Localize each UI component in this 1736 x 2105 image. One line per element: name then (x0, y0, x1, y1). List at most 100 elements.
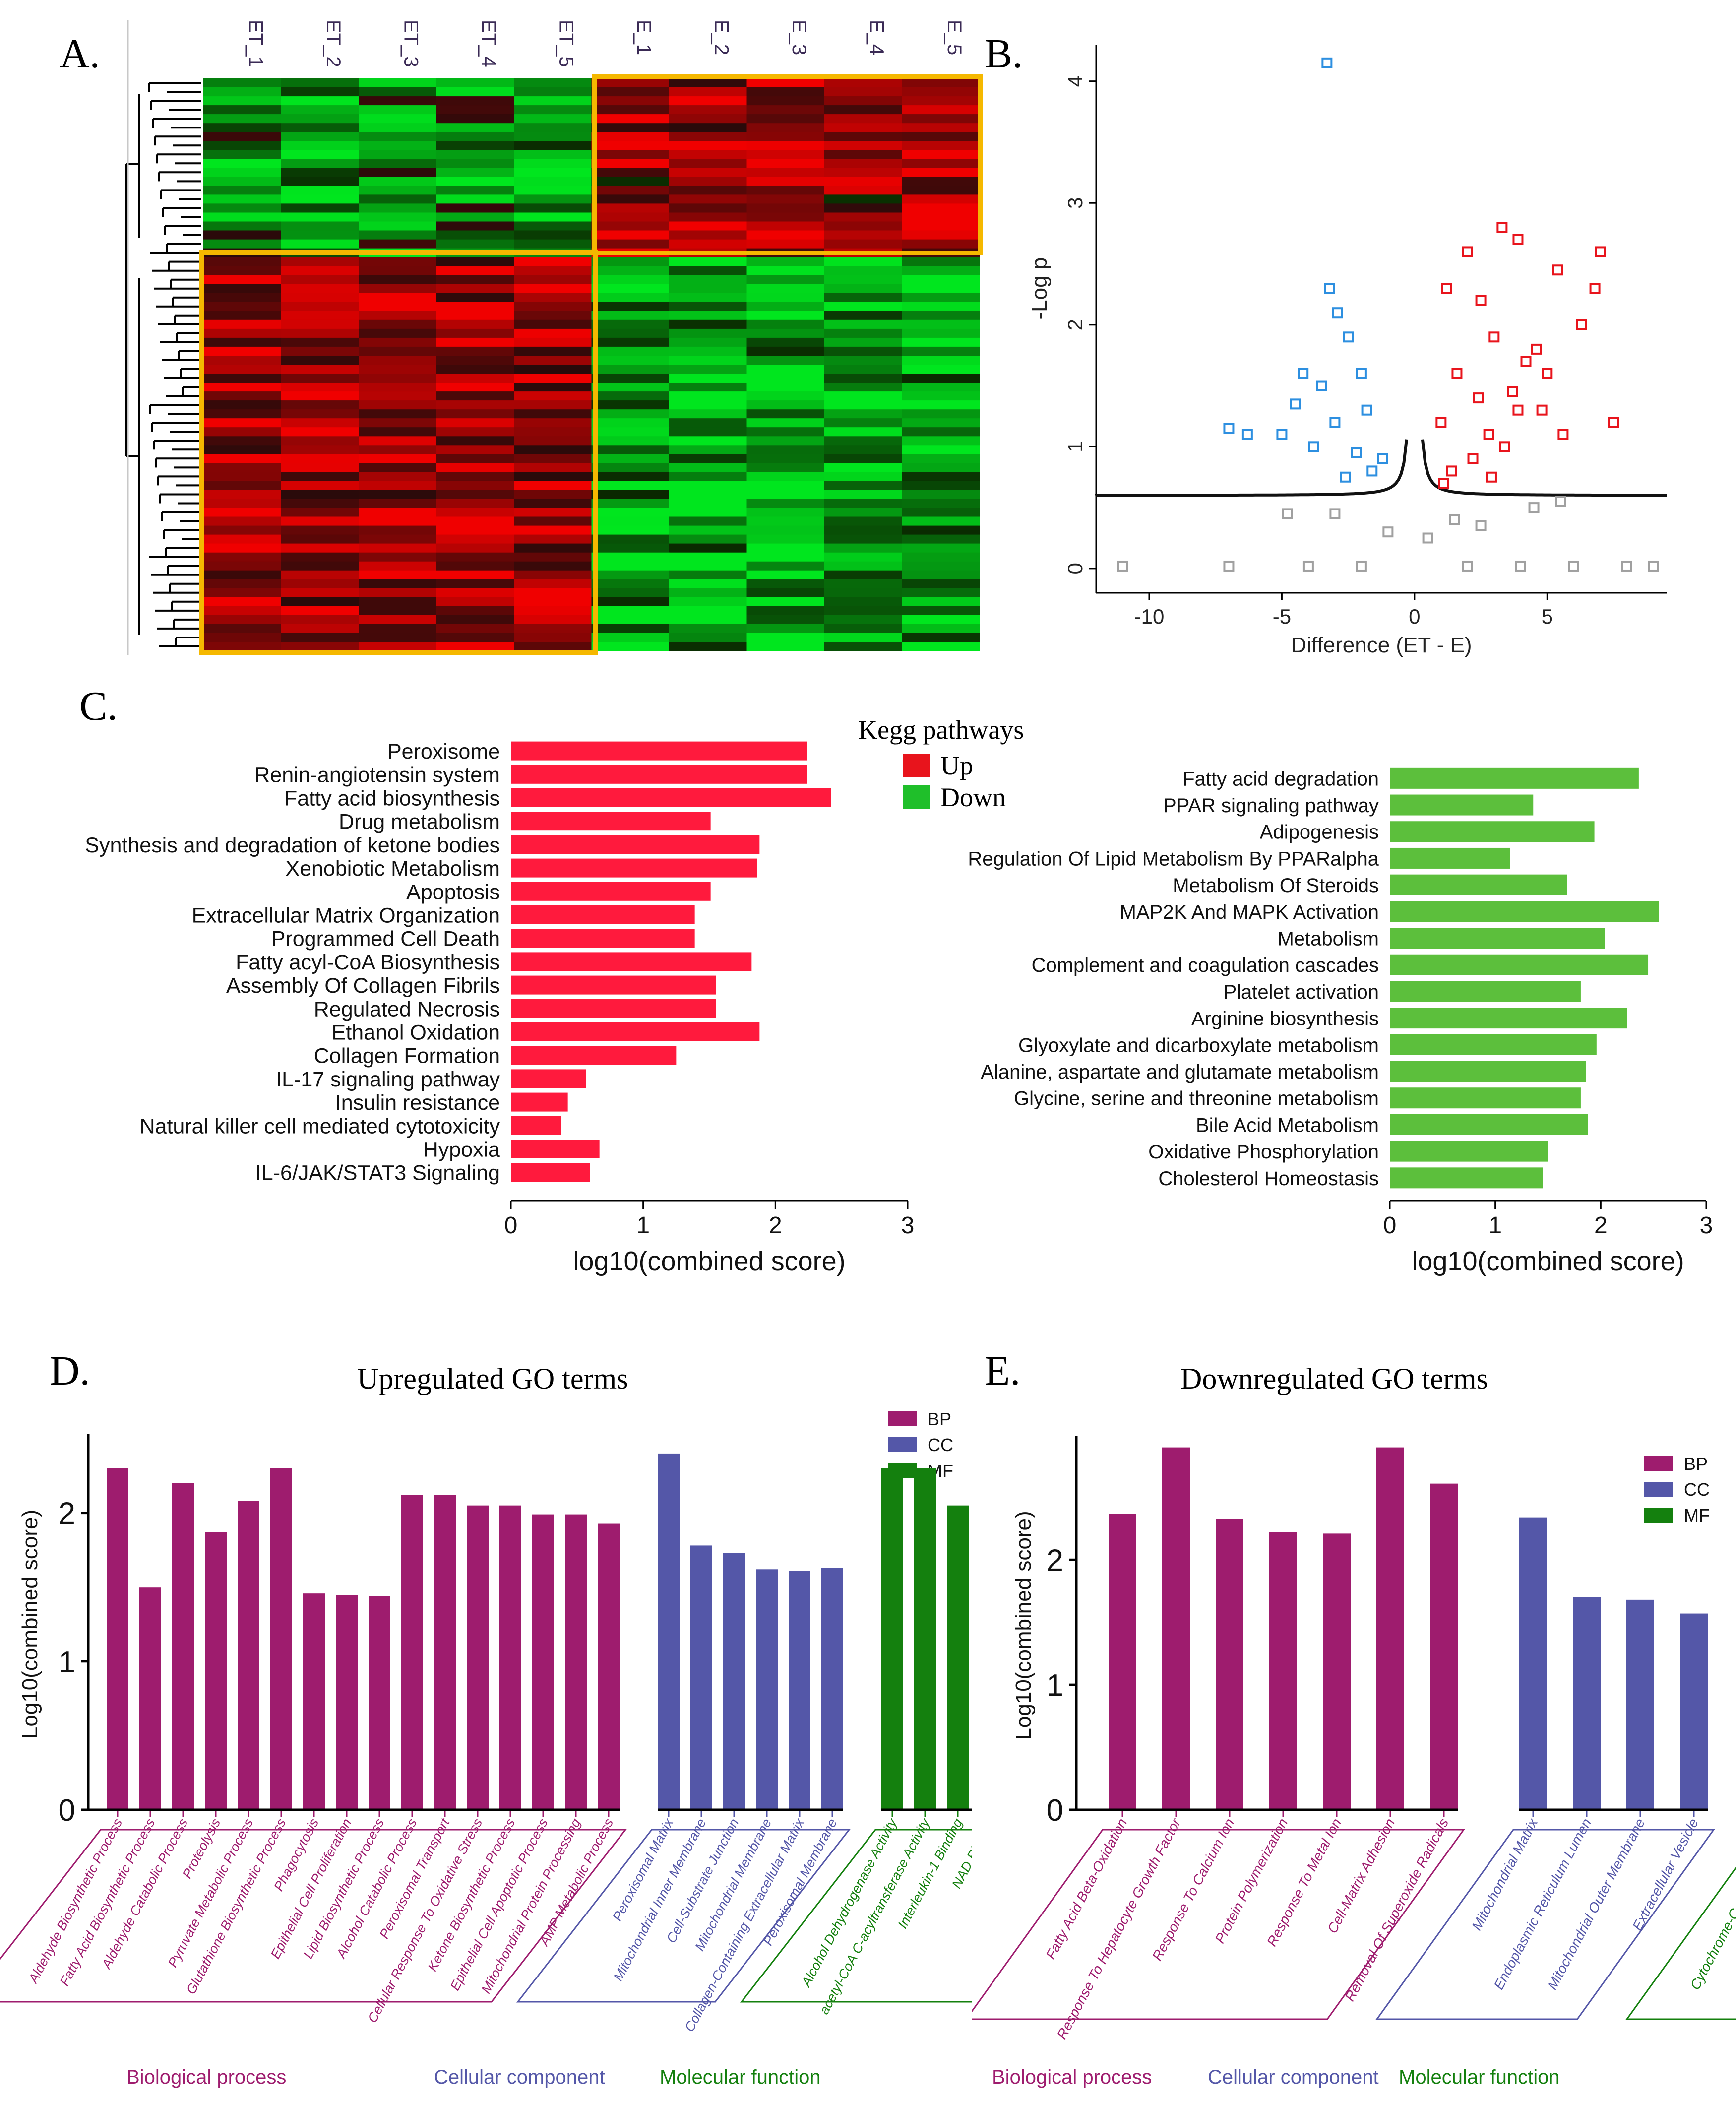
volcano-point-down (1308, 441, 1319, 452)
go-legend-label: CC (1684, 1479, 1710, 1500)
kegg-x-label: log10(combined score) (1412, 1246, 1684, 1276)
heatmap-cell (824, 436, 903, 446)
heatmap-cell (436, 427, 514, 437)
heatmap-cell (902, 257, 980, 267)
go-category-label: Peroxisomal Matrix (610, 1815, 677, 1923)
go-bar (723, 1553, 745, 1810)
heatmap-cell (514, 186, 592, 195)
heatmap-cell (359, 203, 437, 213)
heatmap-cell (824, 418, 903, 428)
heatmap-cell (669, 284, 747, 294)
heatmap-cell (591, 642, 670, 651)
heatmap-cell (591, 284, 670, 294)
heatmap-cell (436, 221, 514, 231)
volcano-point-up (1446, 465, 1457, 477)
heatmap-cell (824, 516, 903, 526)
heatmap-cell (824, 114, 903, 124)
heatmap-cell (281, 346, 359, 356)
volcano-point-not_significant (1555, 496, 1566, 507)
heatmap-cell (436, 159, 514, 168)
heatmap-cell (824, 96, 903, 106)
heatmap-cell (281, 508, 359, 517)
heatmap-cell (746, 463, 825, 472)
heatmap-cell (746, 445, 825, 454)
heatmap-cell (203, 543, 282, 553)
heatmap-cell (514, 400, 592, 410)
go-y-label: Log10(combined score) (18, 1510, 42, 1739)
heatmap-cell (824, 319, 903, 329)
heatmap-cell (902, 606, 980, 616)
heatmap-cell (669, 490, 747, 499)
go-bar (336, 1595, 358, 1810)
heatmap-cell (746, 230, 825, 240)
heatmap-cell (203, 78, 282, 88)
kegg-category-label: Fatty acid degradation (1182, 768, 1379, 790)
go-category-label: Mitochondrial Outer Membrane (1545, 1816, 1648, 1992)
heatmap-cell (824, 266, 903, 276)
heatmap-cell (203, 454, 282, 463)
heatmap-cell (203, 293, 282, 303)
heatmap-cell (514, 499, 592, 509)
heatmap-cell (591, 257, 670, 267)
heatmap-cell (746, 427, 825, 437)
heatmap-cell (902, 481, 980, 490)
heatmap-cell (359, 418, 437, 428)
heatmap-cell (591, 356, 670, 365)
kegg-x-tick-label: 0 (1383, 1212, 1397, 1239)
heatmap-cell (436, 194, 514, 204)
heatmap-cell (746, 543, 825, 553)
heatmap-cell (591, 105, 670, 115)
kegg-bar (1390, 981, 1581, 1002)
heatmap-cell (746, 508, 825, 517)
go-legend-swatch (1644, 1482, 1673, 1497)
kegg-bar (511, 999, 716, 1018)
heatmap-cell (359, 311, 437, 320)
heatmap-cell (824, 212, 903, 222)
kegg-x-tick-label: 2 (769, 1212, 782, 1239)
heatmap-cell (281, 186, 359, 195)
heatmap-cell (514, 328, 592, 338)
heatmap-cell (902, 346, 980, 356)
heatmap-cell (281, 87, 359, 97)
kegg-bar (1390, 794, 1534, 816)
heatmap-cell (824, 87, 903, 97)
heatmap-cell (203, 579, 282, 589)
heatmap-cell (902, 633, 980, 642)
heatmap-cell (591, 311, 670, 320)
go-y-tick-label: 2 (1047, 1543, 1063, 1578)
heatmap-cell (281, 194, 359, 204)
heatmap-cell (359, 606, 437, 616)
heatmap-cell (359, 642, 437, 651)
heatmap-cell (591, 606, 670, 616)
heatmap-cell (359, 212, 437, 222)
heatmap-cell (746, 266, 825, 276)
heatmap-cell (824, 230, 903, 240)
heatmap-cell (902, 186, 980, 195)
heatmap-cell (746, 400, 825, 410)
heatmap-cell (514, 230, 592, 240)
heatmap-cell (281, 177, 359, 186)
volcano-point-not_significant (1528, 502, 1540, 513)
heatmap-cell (203, 534, 282, 544)
heatmap-cell (281, 615, 359, 625)
go-legend-swatch (1644, 1508, 1673, 1523)
heatmap-cell (514, 588, 592, 598)
heatmap-cell (591, 141, 670, 150)
heatmap-cell (591, 454, 670, 463)
heatmap-cell (281, 230, 359, 240)
heatmap-cell (514, 409, 592, 419)
kegg-down-chart: Fatty acid degradation PPAR signaling pat… (968, 767, 1713, 1276)
volcano-point-not_significant (1382, 526, 1394, 538)
heatmap-cell (436, 508, 514, 517)
heatmap-cell (746, 168, 825, 177)
kegg-x-tick-label: 1 (1488, 1212, 1502, 1239)
heatmap-cell (281, 239, 359, 249)
kegg-bar (1390, 1114, 1588, 1135)
heatmap-cell (824, 302, 903, 312)
heatmap-cell (436, 534, 514, 544)
heatmap-cell (824, 508, 903, 517)
heatmap-cell (824, 150, 903, 159)
go-down-group-label-bp: Biological process (992, 2066, 1152, 2088)
volcano-point-up (1462, 246, 1473, 257)
